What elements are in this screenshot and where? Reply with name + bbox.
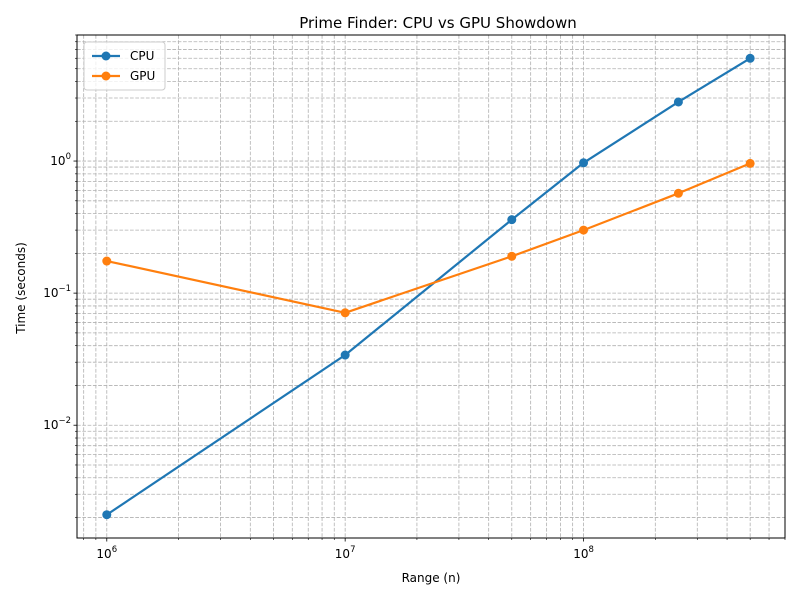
data-point <box>102 256 112 266</box>
y-tick-label: 100 <box>50 152 71 168</box>
tick-label-exponent: 0 <box>66 152 71 162</box>
legend-label: GPU <box>130 69 155 83</box>
series-line <box>106 57 751 516</box>
y-tick-label: 10−2 <box>43 416 71 432</box>
x-tick-label: 106 <box>96 545 117 561</box>
data-point <box>579 158 589 168</box>
data-point <box>673 97 683 107</box>
grid <box>77 34 786 538</box>
tick-label-exponent: 8 <box>588 545 593 555</box>
data-point <box>745 53 755 63</box>
data-point <box>102 510 112 520</box>
y-axis-label: Time (seconds) <box>14 242 28 335</box>
tick-label-exponent: −2 <box>58 416 71 426</box>
legend-marker <box>101 51 111 61</box>
legend-item-gpu: GPU <box>92 69 155 83</box>
data-point <box>507 251 517 261</box>
tick-label-base: 10 <box>43 418 58 432</box>
legend-label: CPU <box>130 49 154 63</box>
tick-label-base: 10 <box>573 547 588 561</box>
x-tick-label: 108 <box>573 545 594 561</box>
plot-series <box>102 53 755 520</box>
tick-label-base: 10 <box>43 286 58 300</box>
series-cpu <box>102 53 755 520</box>
data-point <box>340 308 350 318</box>
legend-marker <box>101 71 111 81</box>
x-axis-label: Range (n) <box>402 571 461 585</box>
tick-label-base: 10 <box>335 547 350 561</box>
data-point <box>579 225 589 235</box>
tick-label-exponent: 6 <box>112 545 117 555</box>
tick-label-exponent: 7 <box>350 545 355 555</box>
chart-title: Prime Finder: CPU vs GPU Showdown <box>299 14 577 32</box>
y-tick-label: 10−1 <box>43 284 71 300</box>
tick-label-base: 10 <box>96 547 111 561</box>
plot-frame <box>76 34 786 539</box>
data-point <box>507 215 517 225</box>
data-point <box>340 350 350 360</box>
legend-item-cpu: CPU <box>92 49 154 63</box>
tick-label-exponent: −1 <box>58 284 71 294</box>
legend: CPU GPU <box>83 41 166 91</box>
series-gpu <box>102 158 755 318</box>
series-line <box>106 162 751 314</box>
data-point <box>745 158 755 168</box>
data-point <box>673 188 683 198</box>
tick-label-base: 10 <box>50 154 65 168</box>
x-tick-label: 107 <box>335 545 356 561</box>
